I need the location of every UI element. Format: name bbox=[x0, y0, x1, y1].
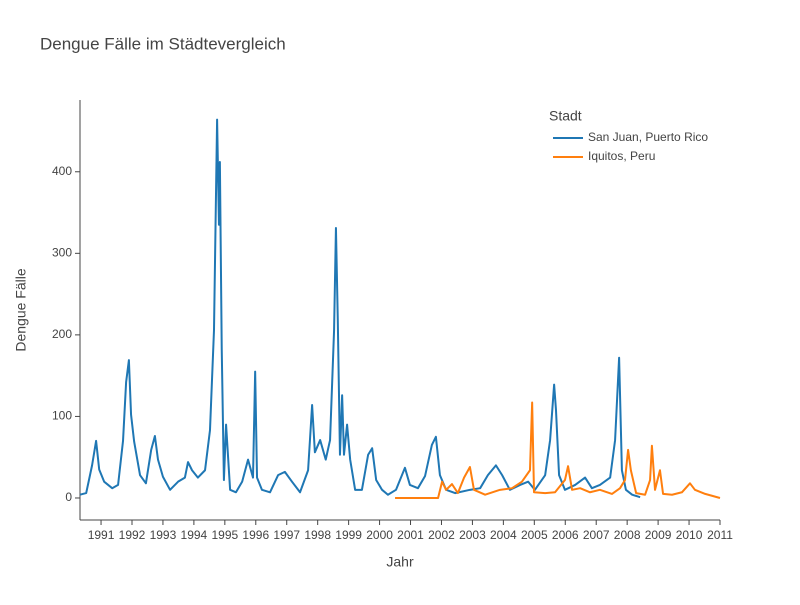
x-tick-label: 2001 bbox=[397, 528, 424, 542]
x-tick-label: 1997 bbox=[273, 528, 300, 542]
legend-title: Stadt bbox=[549, 108, 582, 124]
x-tick-label: 1999 bbox=[335, 528, 362, 542]
x-tick-label: 2010 bbox=[676, 528, 703, 542]
y-tick-label: 200 bbox=[52, 327, 72, 341]
x-tick-label: 2011 bbox=[707, 528, 733, 542]
x-tick-label: 1998 bbox=[304, 528, 331, 542]
x-tick-label: 1995 bbox=[211, 528, 238, 542]
y-tick-label: 400 bbox=[52, 164, 72, 178]
x-tick-label: 1994 bbox=[181, 528, 208, 542]
chart-title: Dengue Fälle im Städtevergleich bbox=[40, 34, 286, 53]
x-tick-label: 2006 bbox=[552, 528, 579, 542]
x-tick-label: 2000 bbox=[366, 528, 393, 542]
x-tick-label: 2005 bbox=[521, 528, 548, 542]
x-tick-label: 2009 bbox=[645, 528, 672, 542]
x-tick-label: 2002 bbox=[428, 528, 455, 542]
data-line bbox=[79, 118, 641, 499]
y-tick-label: 0 bbox=[65, 490, 72, 504]
y-axis-label: Dengue Fälle bbox=[13, 268, 29, 351]
x-tick-label: 2004 bbox=[490, 528, 517, 542]
x-tick-label: 1993 bbox=[150, 528, 177, 542]
x-tick-label: 1991 bbox=[88, 528, 115, 542]
data-line bbox=[395, 401, 721, 499]
legend-label: San Juan, Puerto Rico bbox=[588, 130, 708, 144]
x-axis-label: Jahr bbox=[386, 554, 414, 570]
x-tick-label: 2008 bbox=[614, 528, 641, 542]
legend-label: Iquitos, Peru bbox=[588, 149, 655, 163]
x-tick-label: 1992 bbox=[119, 528, 146, 542]
x-tick-label: 2007 bbox=[583, 528, 610, 542]
x-tick-label: 2003 bbox=[459, 528, 486, 542]
y-tick-label: 100 bbox=[52, 409, 72, 423]
x-tick-label: 1996 bbox=[242, 528, 269, 542]
y-tick-label: 300 bbox=[52, 245, 72, 259]
